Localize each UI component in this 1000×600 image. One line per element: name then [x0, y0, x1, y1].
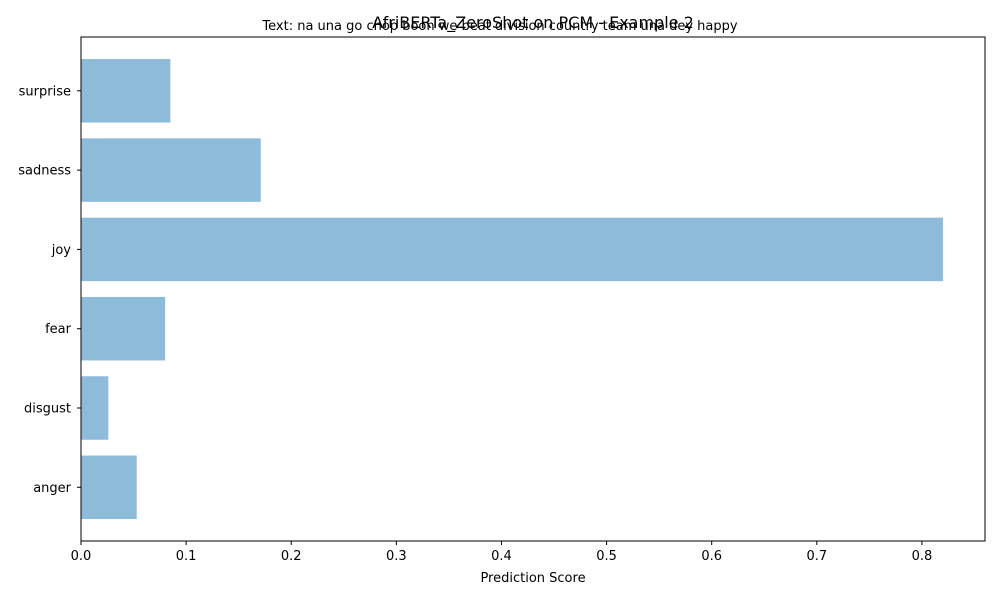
x-tick-label: 0.5: [596, 549, 617, 564]
x-tick-label: 0.0: [71, 549, 92, 564]
y-tick-label: sadness: [18, 164, 71, 179]
plot-frame: [80, 36, 986, 542]
y-tick-label: anger: [33, 481, 71, 496]
y-tick-label: fear: [45, 322, 72, 337]
bar-disgust: [81, 376, 109, 440]
x-tick-label: 0.4: [491, 549, 512, 564]
x-tick-label: 0.1: [176, 549, 197, 564]
bar-surprise: [81, 59, 171, 123]
bar-fear: [81, 296, 166, 361]
bar-joy: [81, 217, 943, 282]
bar-anger: [81, 455, 137, 520]
bar-sadness: [81, 138, 261, 202]
y-tick-label: disgust: [24, 402, 71, 417]
y-tick-label: surprise: [19, 84, 71, 99]
x-tick-label: 0.8: [912, 549, 933, 564]
x-tick-label: 0.3: [386, 549, 407, 564]
x-tick-label: 0.2: [281, 549, 302, 564]
x-axis-label: Prediction Score: [480, 571, 585, 586]
chart-title: AfriBERTa_ZeroShot on PCM - Example 2: [372, 13, 694, 33]
bars-group: [81, 59, 943, 520]
x-tick-label: 0.7: [806, 549, 827, 564]
x-tick-label: 0.6: [701, 549, 722, 564]
chart-subtitle: Text: na una go chop boon we beat divisi…: [261, 19, 737, 34]
y-axis-ticks: anger disgust fear joy sadness surprise: [18, 84, 81, 496]
y-tick-label: joy: [51, 243, 72, 258]
x-axis-ticks: 0.0 0.1 0.2 0.3 0.4 0.5 0.6 0.7 0.8: [71, 541, 933, 564]
